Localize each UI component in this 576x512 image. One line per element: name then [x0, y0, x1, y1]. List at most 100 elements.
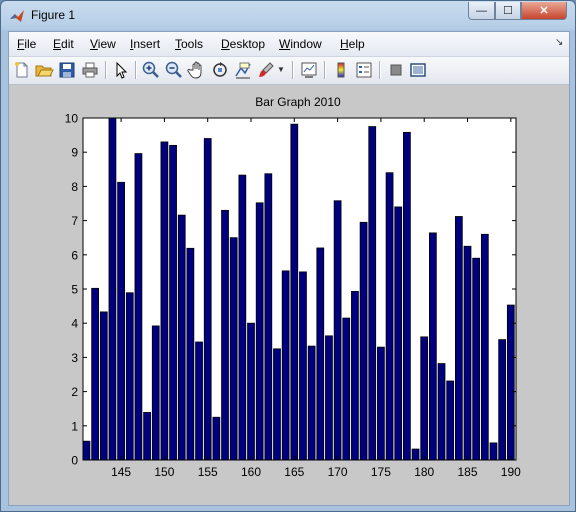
title-bar[interactable]: Figure 1 — ☐ ✕ — [1, 1, 575, 31]
brush-dropdown-icon[interactable]: ▼ — [277, 65, 285, 74]
bar — [247, 322, 255, 460]
bar — [351, 290, 359, 460]
brush-icon[interactable] — [256, 60, 276, 80]
bar — [160, 141, 169, 460]
new-figure-icon[interactable] — [12, 60, 32, 80]
y-tick-label: 0 — [71, 454, 78, 468]
bar — [342, 317, 351, 460]
menu-bar: File Edit View Insert Tools Desktop Wind… — [9, 32, 569, 57]
legend-icon[interactable] — [354, 60, 374, 80]
y-tick-label: 3 — [71, 351, 78, 365]
save-icon[interactable] — [57, 60, 77, 80]
menu-file[interactable]: File — [17, 37, 37, 51]
data-cursor-icon[interactable] — [233, 60, 253, 80]
dock-arrow-icon[interactable]: ↘ — [555, 37, 564, 48]
bar — [125, 292, 134, 460]
bar — [134, 153, 143, 460]
menu-desktop[interactable]: Desktop — [221, 37, 266, 51]
x-tick-label: 160 — [241, 465, 261, 479]
bar — [515, 376, 516, 460]
figure-toolbar: ▼ — [9, 57, 569, 85]
menu-tools[interactable]: Tools — [175, 37, 204, 51]
axes: 0 1 2 3 4 5 6 7 8 9 10 145 150 155 160 165 170 175 180 185 1… — [65, 112, 521, 480]
close-icon: ✕ — [539, 5, 549, 17]
bar — [472, 257, 481, 460]
bar-series — [83, 118, 516, 460]
y-tick-label: 2 — [71, 385, 78, 399]
menu-view[interactable]: View — [90, 37, 116, 51]
y-tick-label: 1 — [71, 419, 78, 433]
close-button[interactable]: ✕ — [521, 2, 567, 20]
maximize-button[interactable]: ☐ — [495, 2, 521, 20]
print-icon[interactable] — [80, 60, 100, 80]
x-tick-label: 150 — [154, 465, 174, 479]
bar — [316, 247, 325, 460]
bar — [489, 442, 498, 460]
bar — [377, 346, 385, 460]
x-tick-label: 155 — [198, 465, 218, 479]
bar — [299, 271, 307, 460]
minimize-button[interactable]: — — [468, 2, 495, 20]
bar — [325, 335, 333, 460]
bar — [177, 214, 186, 460]
x-tick-label: 165 — [284, 465, 304, 479]
menu-insert[interactable]: Insert — [130, 37, 161, 51]
menu-help[interactable]: Help — [340, 37, 365, 51]
bar — [203, 138, 212, 460]
bar — [108, 118, 117, 460]
bar — [333, 200, 342, 460]
menu-window[interactable]: Window — [279, 37, 322, 51]
bar — [498, 339, 507, 460]
x-tick-label: 145 — [111, 465, 131, 479]
zoom-in-icon[interactable] — [141, 60, 161, 80]
bar — [238, 174, 247, 460]
bar — [368, 126, 377, 460]
bar — [463, 245, 472, 460]
y-tick-label: 4 — [71, 317, 78, 331]
x-tick-label: 180 — [414, 465, 434, 479]
plot-border — [82, 117, 517, 461]
x-tick-label: 190 — [501, 465, 521, 479]
colorbar-icon[interactable] — [331, 60, 351, 80]
bar — [273, 348, 281, 460]
matlab-icon — [10, 10, 24, 22]
y-tick-label: 6 — [71, 248, 78, 262]
bar — [420, 336, 429, 460]
bar — [83, 440, 91, 460]
pan-icon[interactable] — [187, 60, 207, 80]
show-plot-tools-icon[interactable] — [408, 60, 428, 80]
bar — [151, 325, 160, 460]
bar — [221, 209, 229, 460]
bar — [359, 221, 368, 460]
bar — [480, 233, 489, 460]
bar — [169, 144, 177, 460]
bar — [506, 304, 515, 460]
bar — [264, 173, 273, 460]
x-tick-label: 175 — [371, 465, 391, 479]
bar — [446, 380, 455, 460]
link-plot-icon[interactable] — [299, 60, 319, 80]
bar — [385, 172, 394, 460]
zoom-out-icon[interactable] — [164, 60, 184, 80]
bar — [454, 216, 463, 460]
figure-client-area: File Edit View Insert Tools Desktop Wind… — [8, 31, 570, 506]
rotate-3d-icon[interactable] — [210, 60, 230, 80]
bar — [428, 232, 437, 460]
maximize-icon: ☐ — [503, 5, 513, 17]
minimize-icon: — — [476, 4, 487, 17]
chart-title: Bar Graph 2010 — [255, 95, 341, 109]
bar — [394, 206, 403, 460]
pointer-icon[interactable] — [111, 60, 131, 80]
bar — [307, 345, 316, 460]
menu-edit[interactable]: Edit — [53, 37, 74, 51]
hide-plot-tools-icon[interactable] — [386, 60, 406, 80]
bar — [437, 363, 446, 460]
y-tick-label: 10 — [65, 112, 79, 126]
toolbar-separator — [379, 61, 381, 79]
bar — [411, 448, 420, 460]
figure-canvas: Bar Graph 2010 0 1 2 3 4 5 6 7 8 9 10 145 150 155 160 1… — [65, 95, 521, 480]
y-tick-label: 8 — [71, 180, 78, 194]
open-file-icon[interactable] — [34, 60, 54, 80]
bar — [186, 247, 195, 460]
